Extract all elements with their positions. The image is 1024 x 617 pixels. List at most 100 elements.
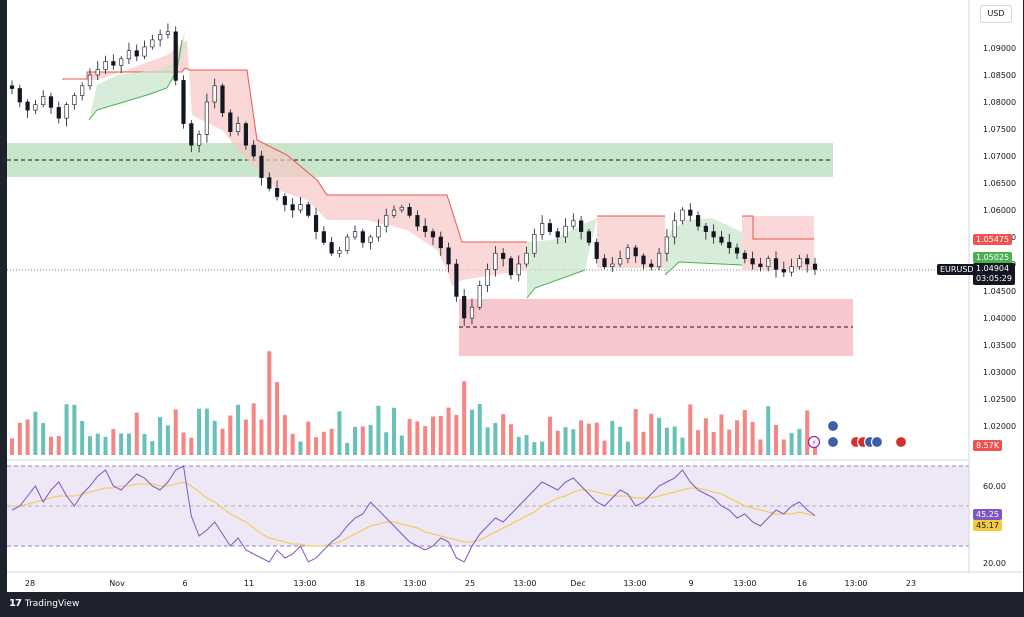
volume-bar (337, 411, 342, 455)
candle-body (142, 46, 147, 57)
candle-body (649, 263, 654, 267)
x-tick-label: 13:00 (293, 579, 316, 588)
candle-body (72, 95, 77, 105)
volume-bar (376, 405, 381, 455)
volume-bar (641, 431, 646, 455)
volume-bar (204, 408, 209, 455)
volume-bar (158, 417, 163, 455)
volume-bar (306, 421, 311, 455)
x-tick-label: Nov (109, 579, 125, 588)
rsi-tick-label: 60.00 (983, 482, 1006, 491)
eu-flag-icon[interactable] (870, 435, 884, 449)
candle-body (586, 231, 592, 243)
volume-bar (508, 424, 513, 455)
tradingview-logo-icon: 17 (9, 598, 22, 609)
volume-bar (251, 403, 256, 455)
volume-bar (563, 427, 568, 455)
volume-bar (438, 415, 443, 455)
candle-body (391, 209, 397, 216)
candle-body (267, 177, 272, 189)
candle-body (664, 236, 669, 254)
volume-bar (540, 441, 545, 455)
lightning-icon[interactable] (807, 435, 821, 449)
candle-body (485, 269, 490, 286)
volume-bar (87, 436, 92, 455)
volume-bar (594, 422, 599, 455)
symbol-badge: EURUSD (937, 264, 977, 275)
volume-bar (353, 426, 358, 455)
y-tick-label: 1.04000 (983, 314, 1016, 323)
us-flag-icon[interactable] (894, 435, 908, 449)
candle-body (197, 134, 202, 146)
volume-bar (774, 425, 779, 455)
candle-body (313, 215, 319, 232)
volume-bar (735, 420, 740, 455)
candle-body (415, 215, 420, 227)
candle-body (493, 252, 498, 270)
x-tick-label: 6 (182, 579, 187, 588)
candle-body (446, 247, 451, 265)
price-chart[interactable]: ⚡ 1.09000 1.08500 1.08000 1.07500 1.07000 1.0… (7, 0, 1023, 592)
volume-bar (220, 428, 225, 455)
volume-bar (579, 420, 584, 455)
candle-body (423, 225, 428, 232)
economic-events[interactable]: ⚡ (807, 419, 908, 449)
volume-bar (80, 420, 85, 455)
volume-bar (586, 423, 591, 455)
candle-body (33, 104, 38, 111)
volume-bar (321, 431, 326, 455)
volume-bar (696, 430, 701, 455)
eu-flag-icon[interactable] (826, 419, 840, 433)
candle-body (477, 285, 482, 308)
candle-body (345, 236, 350, 251)
candle-body (181, 80, 186, 124)
volume-bar (119, 433, 124, 455)
candle-body (656, 252, 662, 267)
candle-body (48, 96, 54, 108)
currency-button[interactable]: USD (980, 5, 1012, 23)
volume-bar (111, 428, 116, 455)
volume-bar (805, 410, 810, 455)
candle-body (812, 263, 818, 270)
volume-bar (446, 407, 451, 455)
candle-body (571, 220, 576, 227)
volume-bar (625, 441, 630, 455)
candle-body (9, 85, 15, 89)
volume-bar (602, 440, 607, 455)
volume-bars (10, 351, 817, 455)
rsi-band (7, 466, 969, 546)
volume-bar (797, 428, 802, 455)
y-tick-label: 1.04500 (983, 287, 1016, 296)
rsi-ma-badge: 45.17 (973, 520, 1002, 531)
candle-body (617, 258, 623, 265)
volume-bar (126, 433, 131, 455)
volume-bar (72, 404, 77, 455)
volume-bar (368, 424, 373, 455)
y-tick-label: 1.02000 (983, 422, 1016, 431)
candle-body (579, 220, 584, 232)
tradingview-logo[interactable]: 17 TradingView (9, 598, 79, 609)
volume-bar (399, 435, 404, 455)
volume-bar (781, 439, 786, 455)
candle-body (337, 250, 342, 254)
volume-bar (189, 437, 194, 455)
candle-body (251, 144, 256, 157)
volume-bar (524, 434, 529, 455)
candle-body (742, 252, 747, 259)
candle-body (368, 236, 373, 243)
x-axis[interactable]: 28 Nov 6 11 13:00 18 13:00 25 13:00 Dec 13:00 9 13:0… (25, 579, 916, 588)
candle-body (204, 101, 210, 135)
candle-body (212, 85, 217, 103)
volume-bar (392, 407, 397, 455)
volume-bar (618, 426, 623, 455)
volume-bar (267, 351, 272, 455)
volume-bar (360, 426, 365, 455)
bar-countdown: 03:05:29 (976, 274, 1012, 283)
volume-bar (766, 406, 771, 455)
volume-bar (485, 427, 490, 455)
eu-flag-icon[interactable] (826, 435, 840, 449)
volume-bar (407, 418, 412, 455)
volume-bar (33, 411, 38, 455)
x-tick-label: 28 (25, 579, 35, 588)
volume-bar (501, 414, 506, 455)
